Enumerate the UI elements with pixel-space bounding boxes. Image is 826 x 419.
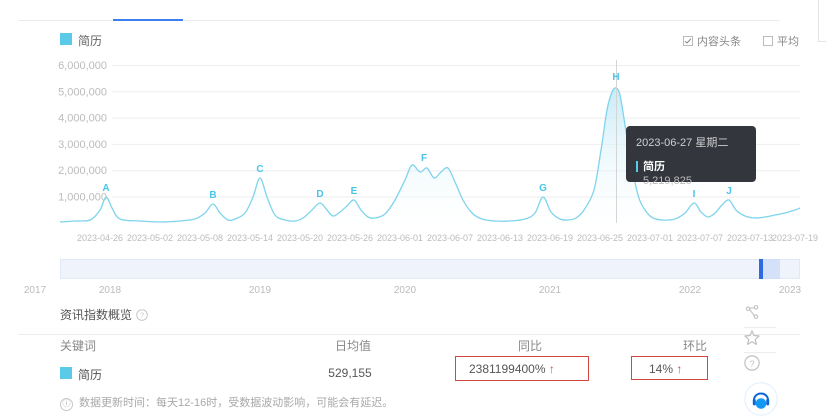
svg-text:2022: 2022 bbox=[679, 285, 702, 296]
svg-text:2019: 2019 bbox=[249, 285, 272, 296]
svg-text:2017: 2017 bbox=[24, 285, 47, 296]
svg-text:2023: 2023 bbox=[779, 285, 802, 296]
svg-text:?: ? bbox=[140, 310, 144, 319]
svg-text:2018: 2018 bbox=[99, 285, 122, 296]
svg-text:?: ? bbox=[749, 359, 754, 369]
svg-text:2020: 2020 bbox=[394, 285, 417, 296]
svg-text:2021: 2021 bbox=[539, 285, 562, 296]
